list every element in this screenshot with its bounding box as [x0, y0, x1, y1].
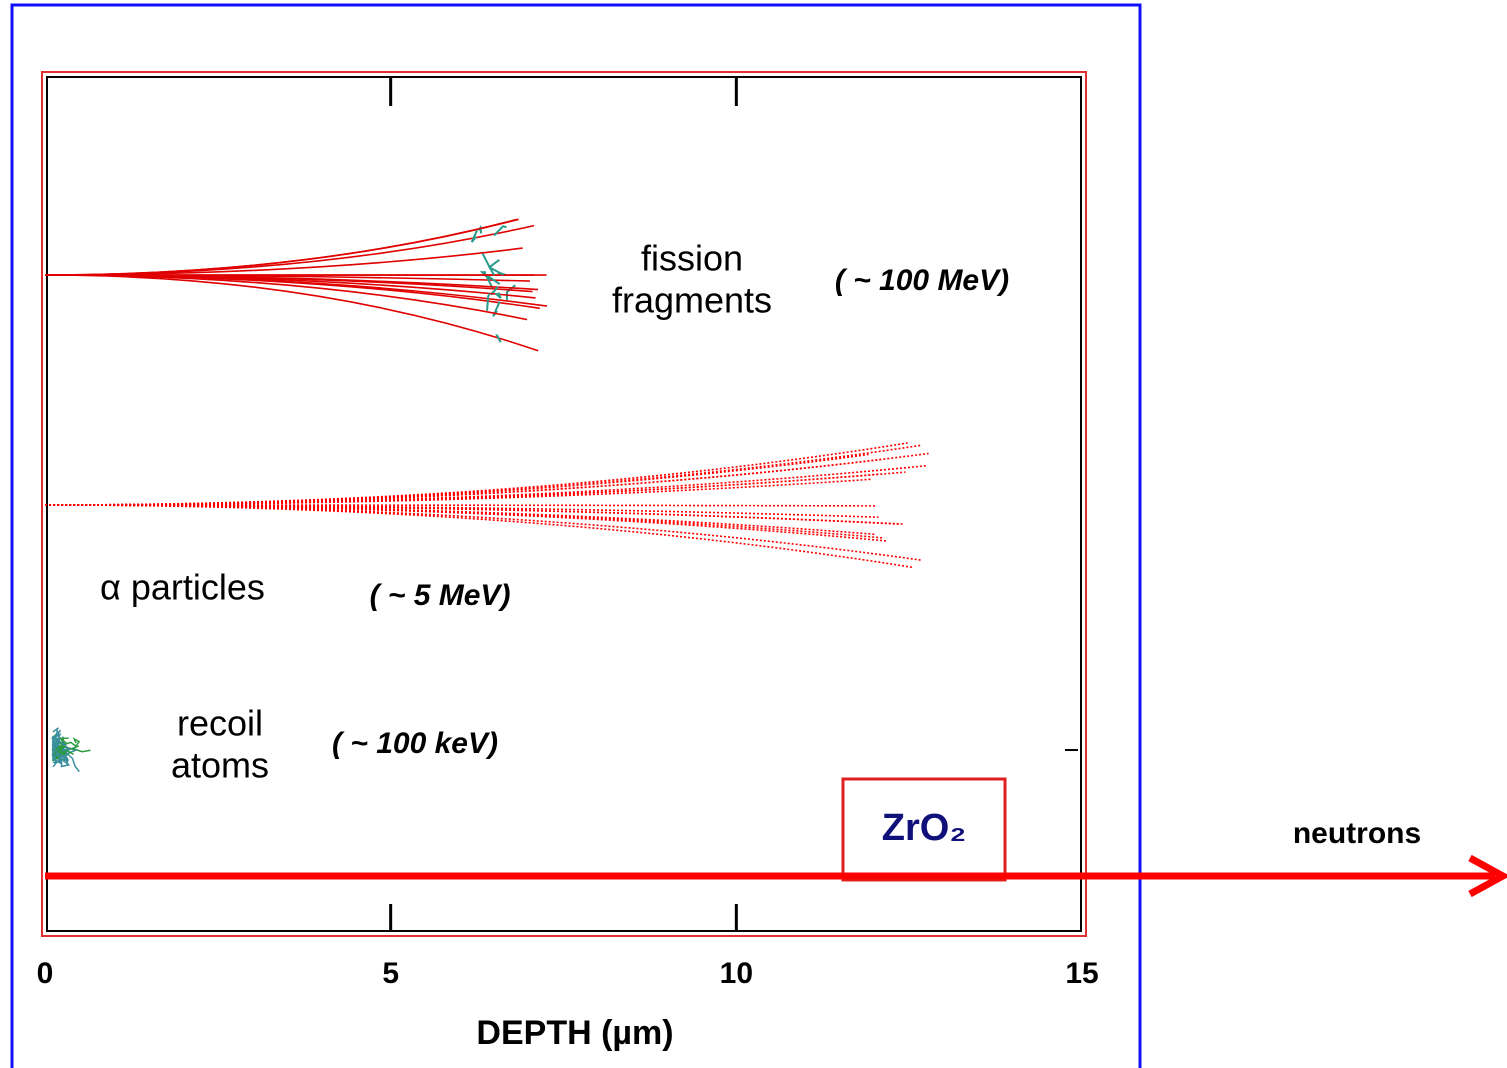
track — [54, 743, 74, 756]
track — [44, 274, 528, 321]
arrow-head — [1468, 854, 1507, 898]
x-tick-label: 15 — [1065, 957, 1098, 990]
track — [52, 742, 61, 751]
material-label: ZrO₂ — [882, 807, 966, 849]
secondary-track — [486, 293, 491, 311]
track — [44, 218, 518, 276]
track — [44, 471, 906, 506]
secondary-track — [490, 286, 499, 296]
x-tick-label: 5 — [382, 957, 399, 990]
energy-label: ( ~ 5 MeV) — [370, 579, 511, 612]
secondary-track — [470, 230, 478, 243]
track — [52, 749, 58, 764]
series-label: recoil — [177, 703, 263, 744]
x-tick-label: 10 — [720, 957, 753, 990]
track — [44, 452, 929, 506]
track — [44, 504, 914, 569]
series-label: atoms — [171, 745, 269, 786]
secondary-track — [495, 334, 502, 343]
outer-frame — [10, 3, 1142, 1068]
track — [44, 504, 877, 536]
plot-frame-inner — [46, 76, 1082, 932]
plot-frame — [41, 71, 1087, 937]
beam-label: neutrons — [1293, 817, 1421, 850]
track — [54, 748, 78, 762]
energy-label: ( ~ 100 keV) — [332, 727, 498, 760]
series-label: fragments — [612, 280, 772, 321]
secondary-track — [481, 252, 504, 276]
series-label: fission — [641, 238, 743, 279]
track — [44, 504, 922, 561]
track — [44, 504, 885, 539]
track — [44, 504, 887, 542]
track — [44, 504, 901, 525]
track — [54, 737, 81, 751]
x-axis-label: DEPTH (µm) — [476, 1014, 673, 1052]
material-box — [841, 777, 1007, 882]
secondary-track — [494, 292, 502, 299]
energy-label: ( ~ 100 MeV) — [835, 264, 1009, 297]
track — [44, 442, 908, 506]
x-tick-label: 0 — [37, 957, 54, 990]
track — [44, 473, 879, 506]
track — [44, 453, 869, 506]
series-label: α particles — [100, 567, 265, 608]
track — [44, 218, 519, 276]
secondary-track — [493, 225, 507, 237]
track — [44, 247, 523, 276]
track — [51, 741, 70, 755]
